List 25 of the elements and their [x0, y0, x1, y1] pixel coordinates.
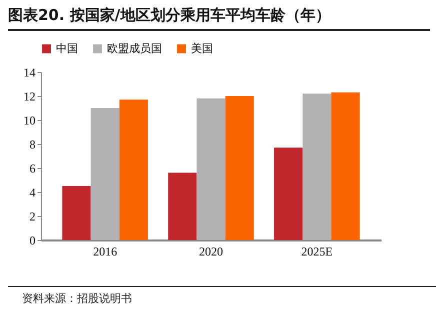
y-tick-label: 6 [30, 162, 36, 176]
bar [302, 94, 332, 240]
y-tick-label: 2 [30, 210, 36, 224]
bar [196, 98, 226, 240]
chart-title: 图表20. 按国家/地区划分乘用车平均车龄（年） [8, 6, 430, 31]
y-tick-label: 14 [24, 66, 36, 80]
y-tick-label: 4 [30, 186, 36, 200]
x-tick-label: 2025E [301, 244, 333, 258]
bar [225, 96, 254, 240]
y-tick-label: 0 [30, 234, 36, 248]
legend-label: 欧盟成员国 [107, 42, 162, 55]
bar [62, 186, 91, 240]
bar [168, 172, 197, 240]
bar [119, 100, 148, 240]
bar [90, 108, 120, 240]
y-tick-label: 8 [30, 138, 36, 152]
text: 资料来源：招股说明书 [8, 286, 436, 306]
legend-label: 美国 [191, 42, 213, 55]
y-tick-label: 10 [24, 114, 36, 128]
bar [274, 148, 303, 240]
x-tick-label: 2020 [199, 244, 223, 258]
y-tick-label: 12 [24, 90, 36, 104]
legend-label: 中国 [56, 42, 78, 55]
bar [331, 92, 360, 240]
x-tick-label: 2016 [93, 244, 118, 258]
